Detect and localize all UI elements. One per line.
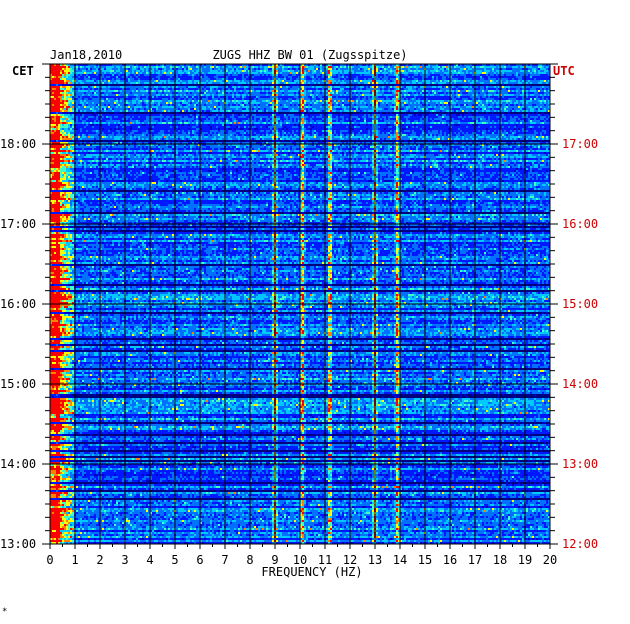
x-tick-label: 19 bbox=[518, 553, 532, 567]
x-tick-label: 7 bbox=[221, 553, 228, 567]
left-tick-label: 17:00 bbox=[0, 217, 36, 231]
x-tick-label: 6 bbox=[196, 553, 203, 567]
right-axis-label: UTC bbox=[553, 64, 575, 78]
left-tick-label: 18:00 bbox=[0, 137, 36, 151]
x-tick-label: 1 bbox=[71, 553, 78, 567]
x-tick-label: 10 bbox=[293, 553, 307, 567]
right-axis-ticks: 17:00 16:00 15:00 14:00 13:00 12:00 bbox=[550, 63, 598, 551]
x-axis-label: FREQUENCY (HZ) bbox=[261, 565, 362, 579]
x-tick-label: 12 bbox=[343, 553, 357, 567]
x-tick-label: 15 bbox=[418, 553, 432, 567]
x-axis-ticks: 0 1 2 3 4 5 6 7 8 9 10 11 12 13 14 15 16 17 18 19 20 bbox=[46, 544, 557, 567]
x-tick-label: 20 bbox=[543, 553, 557, 567]
x-tick-label: 17 bbox=[468, 553, 482, 567]
x-tick-label: 4 bbox=[146, 553, 153, 567]
x-tick-label: 14 bbox=[393, 553, 407, 567]
x-tick-label: 11 bbox=[318, 553, 332, 567]
x-tick-label: 8 bbox=[246, 553, 253, 567]
x-tick-label: 16 bbox=[443, 553, 457, 567]
x-tick-label: 5 bbox=[171, 553, 178, 567]
left-tick-label: 14:00 bbox=[0, 457, 36, 471]
x-tick-label: 9 bbox=[271, 553, 278, 567]
right-tick-label: 13:00 bbox=[562, 457, 598, 471]
x-tick-label: 18 bbox=[493, 553, 507, 567]
left-axis-label: CET bbox=[12, 64, 34, 78]
chart-date: Jan18,2010 bbox=[50, 48, 122, 62]
x-tick-label: 13 bbox=[368, 553, 382, 567]
footnote-mark: * bbox=[2, 607, 7, 617]
chart-title: ZUGS HHZ BW 01 (Zugsspitze) bbox=[212, 48, 407, 62]
x-tick-label: 2 bbox=[96, 553, 103, 567]
right-tick-label: 14:00 bbox=[562, 377, 598, 391]
right-tick-label: 16:00 bbox=[562, 217, 598, 231]
chart-grid bbox=[49, 63, 551, 545]
x-tick-label: 3 bbox=[121, 553, 128, 567]
left-tick-label: 13:00 bbox=[0, 537, 36, 551]
left-tick-label: 16:00 bbox=[0, 297, 36, 311]
left-axis-ticks: 18:00 17:00 16:00 15:00 14:00 13:00 bbox=[0, 63, 50, 551]
x-tick-label: 0 bbox=[46, 553, 53, 567]
left-tick-label: 15:00 bbox=[0, 377, 36, 391]
right-tick-label: 12:00 bbox=[562, 537, 598, 551]
right-tick-label: 15:00 bbox=[562, 297, 598, 311]
right-tick-label: 17:00 bbox=[562, 137, 598, 151]
